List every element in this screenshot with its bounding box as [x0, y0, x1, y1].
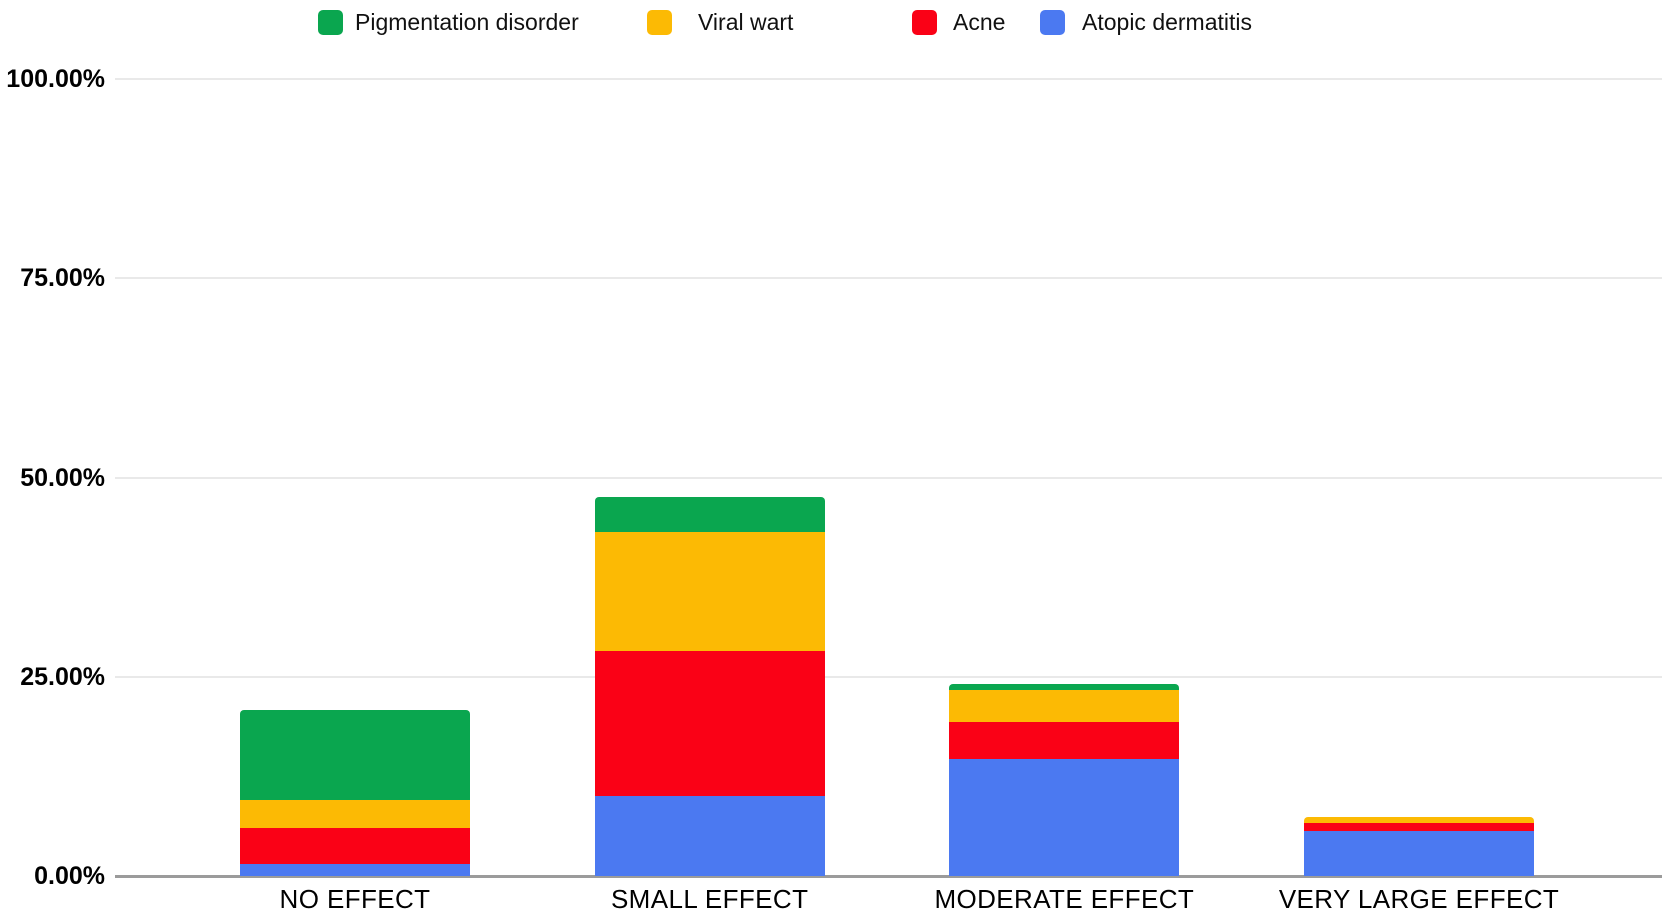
x-axis-category-label: VERY LARGE EFFECT	[1278, 884, 1560, 914]
legend-label-pigmentation-disorder: Pigmentation disorder	[355, 9, 579, 35]
legend-swatch-acne	[912, 10, 937, 35]
y-axis-tick-label: 100.00%	[6, 65, 105, 93]
x-axis-category-label: SMALL EFFECT	[610, 884, 809, 914]
bar-moderate-effect	[949, 683, 1180, 876]
x-axis-category-label: NO EFFECT	[279, 884, 431, 914]
legend-item-acne: Acne	[912, 9, 1005, 36]
legend-swatch-pigmentation-disorder	[318, 10, 343, 35]
gridline-75	[115, 277, 1662, 280]
gridline-50	[115, 476, 1662, 479]
legend-item-pigmentation-disorder: Pigmentation disorder	[318, 9, 579, 36]
gridline-25	[115, 675, 1662, 678]
legend-swatch-viral-wart	[647, 10, 672, 35]
bar-no-effect	[240, 710, 470, 876]
legend-swatch-atopic-dermatitis	[1040, 10, 1065, 35]
x-axis-line	[115, 874, 1662, 878]
bar-very-large-effect	[1304, 817, 1534, 876]
y-axis-tick-label: 75.00%	[20, 264, 105, 293]
bar-segment-atopic-dermatitis-very-large-effect	[1304, 830, 1534, 876]
bar-segment-viral-wart-moderate-effect	[949, 690, 1180, 723]
chart-legend: Pigmentation disorder Viral wart Acne Atopi…	[0, 0, 1675, 46]
bar-segment-viral-wart-very-large-effect	[1304, 817, 1534, 824]
bar-segment-acne-moderate-effect	[949, 722, 1180, 759]
bar-segment-atopic-dermatitis-moderate-effect	[949, 758, 1180, 876]
bar-segment-pigmentation-disorder-small-effect	[594, 496, 825, 532]
x-axis-category-label: MODERATE EFFECT	[934, 884, 1195, 914]
y-axis-tick-label: 25.00%	[20, 662, 105, 691]
legend-label-viral-wart: Viral wart	[698, 9, 794, 35]
bar-segment-pigmentation-disorder-moderate-effect	[949, 683, 1180, 691]
bar-segment-viral-wart-no-effect	[240, 800, 470, 829]
bar-segment-pigmentation-disorder-no-effect	[240, 710, 470, 801]
legend-label-atopic-dermatitis: Atopic dermatitis	[1082, 9, 1253, 35]
y-axis-tick-label: 0.00%	[34, 862, 105, 890]
gridline-100	[115, 78, 1662, 80]
bar-segment-viral-wart-small-effect	[594, 531, 825, 652]
bar-segment-atopic-dermatitis-small-effect	[594, 796, 825, 876]
bar-small-effect	[594, 496, 825, 876]
y-axis-tick-label: 50.00%	[20, 463, 105, 492]
bar-segment-acne-no-effect	[240, 828, 470, 865]
bar-segment-acne-small-effect	[594, 651, 825, 797]
bar-segment-acne-very-large-effect	[1304, 823, 1534, 831]
legend-label-acne: Acne	[953, 9, 1006, 35]
bar-segment-atopic-dermatitis-no-effect	[240, 864, 470, 876]
legend-item-viral-wart: Viral wart	[647, 9, 793, 36]
legend-item-atopic-dermatitis: Atopic dermatitis	[1040, 9, 1252, 36]
